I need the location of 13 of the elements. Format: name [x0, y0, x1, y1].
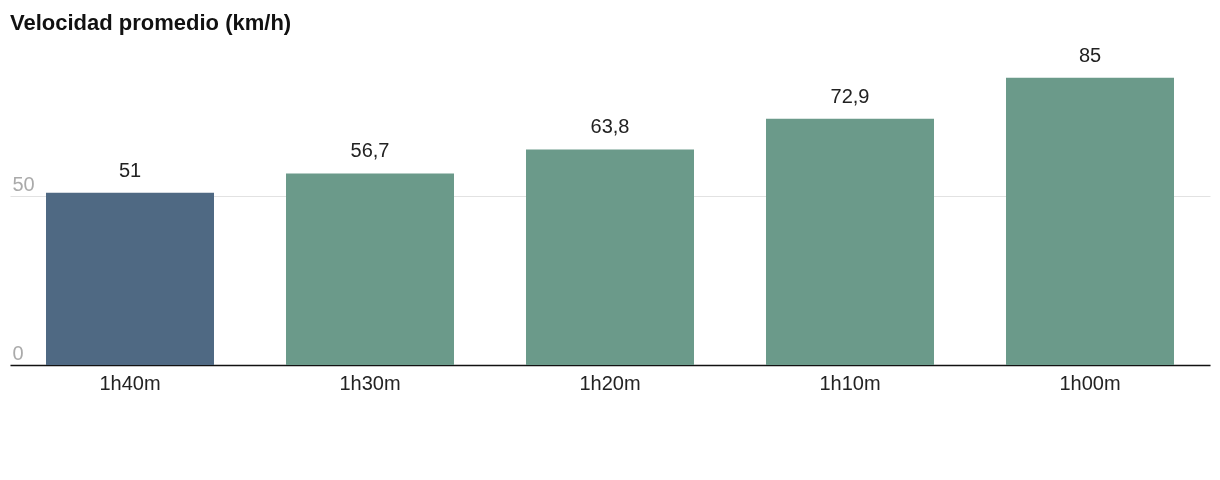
x-tick-label: 1h20m	[579, 371, 641, 394]
text: Velocidad promedio (km/h)	[10, 10, 292, 36]
x-tick-label: 1h10m	[819, 371, 881, 394]
x-tick-label: 1h40m	[99, 371, 161, 394]
data-label: 51	[118, 158, 142, 181]
y-tick-label: 0	[12, 341, 24, 364]
data-label: 72,9	[830, 84, 870, 107]
x-tick-label: 1h00m	[1059, 371, 1121, 394]
data-label: 85	[1078, 43, 1102, 66]
data-label: 63,8	[590, 115, 630, 138]
data-label: 56,7	[350, 139, 390, 162]
y-tick-label: 50	[12, 172, 35, 195]
x-tick-label: 1h30m	[339, 371, 401, 394]
